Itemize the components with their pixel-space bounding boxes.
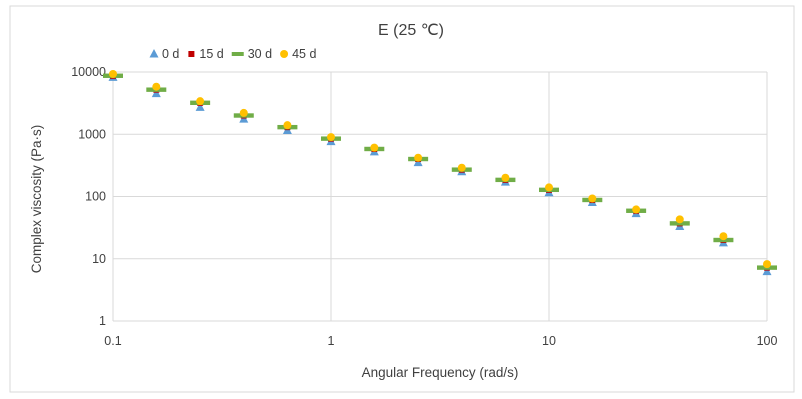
data-point — [151, 88, 161, 98]
chart-title: E (25 ℃) — [378, 22, 444, 39]
data-point — [457, 163, 466, 172]
y-axis-title: Complex viscosity (Pa·s) — [29, 125, 44, 274]
y-tick-label: 10000 — [71, 65, 106, 79]
data-point — [152, 82, 161, 91]
data-series — [103, 69, 777, 276]
data-point — [327, 133, 335, 142]
chart-frame — [9, 5, 795, 393]
y-tick-label: 10 — [92, 252, 106, 266]
legend-label: 0 d — [162, 47, 179, 61]
data-point — [109, 69, 117, 78]
legend-label: 45 d — [292, 47, 316, 61]
axes: 1 10 100 1000 10000 0.1 1 10 100 — [71, 65, 777, 348]
data-point — [632, 205, 641, 214]
data-point — [283, 121, 292, 130]
legend-item: 0 d — [149, 47, 179, 61]
data-point — [762, 266, 772, 276]
data-point — [239, 108, 248, 117]
series-45d — [109, 69, 771, 269]
legend-item: 15 d — [188, 47, 224, 61]
data-point — [501, 173, 510, 182]
legend-swatch — [280, 50, 289, 58]
data-point — [414, 153, 423, 162]
data-point — [196, 97, 205, 106]
x-tick-label: 100 — [757, 334, 778, 348]
x-tick-label: 10 — [542, 334, 556, 348]
data-point — [195, 102, 205, 111]
data-point — [370, 143, 379, 152]
legend: 0 d 15 d 30 d 45 d — [149, 47, 316, 61]
x-axis-title: Angular Frequency (rad/s) — [362, 365, 519, 380]
data-point — [669, 221, 690, 226]
legend-swatch — [149, 49, 159, 58]
legend-label: 15 d — [199, 47, 223, 61]
data-point — [545, 183, 553, 192]
legend-swatch — [231, 52, 244, 56]
y-tick-label: 1 — [99, 314, 106, 328]
data-point — [588, 194, 597, 203]
x-tick-label: 0.1 — [104, 334, 121, 348]
y-tick-label: 100 — [85, 190, 106, 204]
legend-item: 30 d — [231, 47, 272, 61]
legend-label: 30 d — [248, 47, 272, 61]
x-tick-label: 1 — [328, 334, 335, 348]
legend-item: 45 d — [280, 47, 316, 61]
grid-lines — [112, 71, 768, 322]
data-point — [763, 260, 771, 269]
legend-swatch — [188, 51, 195, 57]
data-point — [675, 215, 684, 224]
data-point — [719, 232, 728, 241]
y-tick-label: 1000 — [78, 127, 106, 141]
